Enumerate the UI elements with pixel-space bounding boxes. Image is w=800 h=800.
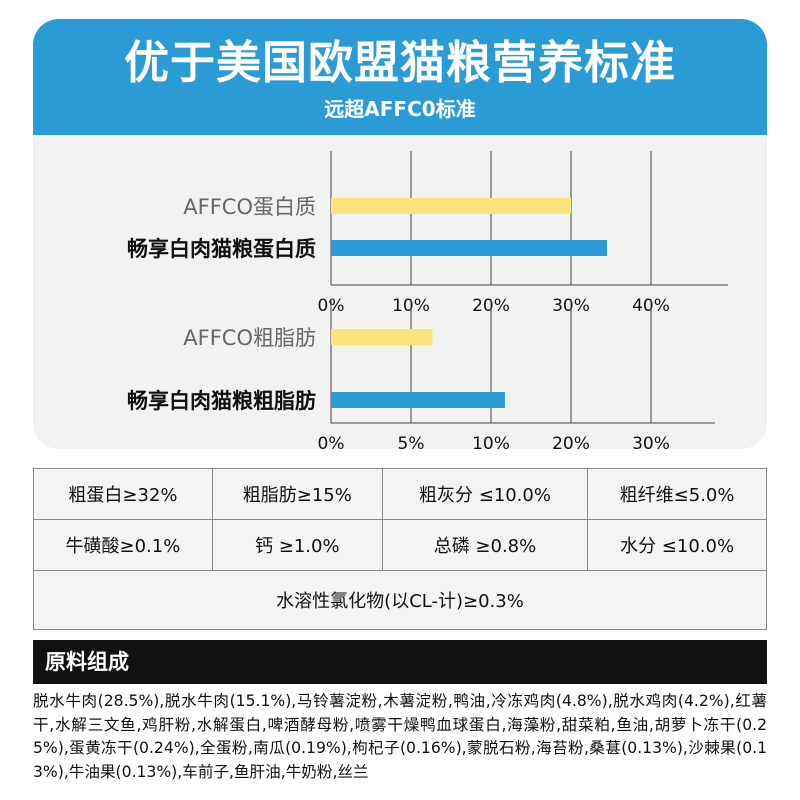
category-label: 畅享白肉猫粮粗脂肪: [127, 389, 316, 413]
nutrient-phosphorus: 总磷 ≥0.8%: [381, 519, 589, 571]
ingredients-text: 脱水牛肉(28.5%),脱水牛肉(15.1%),马铃薯淀粉,木薯淀粉,鸭油,冷冻…: [33, 692, 767, 781]
bar: [331, 329, 433, 345]
nutrient-taurine: 牛磺酸≥0.1%: [33, 519, 213, 571]
category-label: 畅享白肉猫粮蛋白质: [127, 237, 316, 261]
tick-label: 10%: [472, 434, 510, 449]
page-title: 优于美国欧盟猫粮营养标准: [123, 36, 676, 89]
nutrient-chloride: 水溶性氯化物(以CL-计)≥0.3%: [33, 570, 767, 630]
category-label: AFFCO粗脂肪: [183, 326, 316, 350]
tick-label: 30%: [632, 434, 670, 449]
ingredients-heading: 原料组成: [33, 640, 767, 684]
tick-label: 5%: [398, 434, 425, 449]
bar: [331, 392, 505, 408]
standards-card: 优于美国欧盟猫粮营养标准 远超AFFC0标准 AFFCO蛋白质畅享白肉猫粮蛋白质…: [33, 19, 767, 449]
table-row: 粗蛋白≥32% 粗脂肪≥15% 粗灰分 ≤10.0% 粗纤维≤5.0%: [33, 468, 767, 520]
category-label: AFFCO蛋白质: [183, 195, 316, 219]
nutrient-crude-fat: 粗脂肪≥15%: [211, 468, 383, 520]
nutrient-crude-protein: 粗蛋白≥32%: [33, 468, 213, 520]
nutrient-crude-fiber: 粗纤维≤5.0%: [587, 468, 767, 520]
nutrient-table: 粗蛋白≥32% 粗脂肪≥15% 粗灰分 ≤10.0% 粗纤维≤5.0% 牛磺酸≥…: [33, 468, 767, 630]
card-header: 优于美国欧盟猫粮营养标准 远超AFFC0标准: [33, 19, 767, 135]
tick-label: 0%: [318, 434, 345, 449]
table-row: 牛磺酸≥0.1% 钙 ≥1.0% 总磷 ≥0.8% 水分 ≤10.0%: [33, 519, 767, 571]
bar: [331, 240, 607, 256]
table-row: 水溶性氯化物(以CL-计)≥0.3%: [33, 570, 767, 630]
tick-label: 20%: [552, 434, 590, 449]
bar: [331, 198, 571, 214]
nutrient-moisture: 水分 ≤10.0%: [587, 519, 767, 571]
nutrient-crude-ash: 粗灰分 ≤10.0%: [381, 468, 589, 520]
nutrient-calcium: 钙 ≥1.0%: [211, 519, 383, 571]
page-subtitle: 远超AFFC0标准: [324, 97, 476, 121]
